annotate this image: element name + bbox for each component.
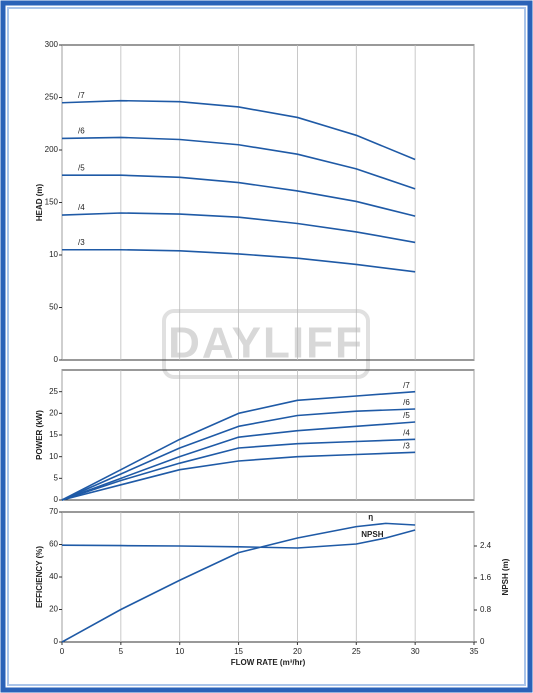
curve — [61, 136, 416, 190]
series-label: /4 — [403, 428, 410, 437]
series-label: /5 — [78, 163, 85, 172]
series-label: /3 — [403, 441, 410, 450]
curve — [62, 174, 416, 217]
y-tick-label: 150 — [45, 198, 59, 207]
x-tick-label: 25 — [352, 647, 361, 656]
inner-frame — [7, 7, 526, 686]
watermark-box — [162, 309, 370, 379]
y-tick-label: 300 — [45, 40, 59, 49]
y2-tick-label: 1.6 — [480, 573, 492, 582]
y2-tick-label: 0.8 — [480, 605, 492, 614]
series-label: /7 — [403, 381, 410, 390]
y-tick-label: 25 — [49, 387, 58, 396]
curve — [62, 248, 416, 273]
curve — [61, 408, 416, 501]
x-tick-label: 0 — [60, 647, 65, 656]
y-tick-label: 10 — [49, 250, 58, 259]
y-tick-label: 50 — [49, 303, 58, 312]
x-tick-label: 35 — [470, 647, 479, 656]
series-label: /6 — [78, 127, 85, 136]
curve — [61, 212, 416, 244]
series-label: /7 — [78, 91, 85, 100]
y-tick-label: 250 — [45, 93, 59, 102]
y-tick-label: 0 — [54, 637, 59, 646]
y-axis-title: POWER (kW) — [35, 410, 44, 460]
series-label: η — [368, 513, 373, 522]
series-label: /5 — [403, 411, 410, 420]
curve — [61, 99, 416, 161]
curve — [61, 390, 416, 501]
series-label: /3 — [78, 238, 85, 247]
series-label: /4 — [78, 203, 85, 212]
x-tick-label: 20 — [293, 647, 302, 656]
y-tick-label: 40 — [49, 572, 58, 581]
curve — [61, 529, 416, 549]
x-tick-label: 30 — [411, 647, 420, 656]
y-tick-label: 15 — [49, 430, 58, 439]
x-axis-title: FLOW RATE (m³/hr) — [231, 658, 306, 667]
y-tick-label: 20 — [49, 408, 58, 417]
y-tick-label: 60 — [49, 540, 58, 549]
y2-tick-label: 0 — [480, 637, 485, 646]
y-tick-label: 20 — [49, 605, 58, 614]
y2-tick-label: 2.4 — [480, 541, 492, 550]
series-label: NPSH — [361, 530, 383, 539]
x-tick-label: 15 — [234, 647, 243, 656]
y-tick-label: 10 — [49, 452, 58, 461]
y-tick-label: 70 — [49, 507, 58, 516]
y-tick-label: 0 — [54, 495, 59, 504]
y-tick-label: 5 — [54, 473, 59, 482]
curve — [61, 451, 416, 501]
x-tick-label: 5 — [119, 647, 124, 656]
x-tick-label: 10 — [175, 647, 184, 656]
series-label: /6 — [403, 398, 410, 407]
curve — [61, 421, 416, 501]
y-axis-title: HEAD (m) — [35, 184, 44, 222]
y2-axis-title: NPSH (m) — [501, 558, 510, 595]
curve — [61, 522, 416, 643]
curve — [61, 438, 416, 501]
watermark: DAYLIFF — [168, 319, 364, 368]
y-tick-label: 200 — [45, 145, 59, 154]
y-tick-label: 0 — [54, 355, 59, 364]
y-axis-title: EFFICIENCY (%) — [35, 546, 44, 608]
